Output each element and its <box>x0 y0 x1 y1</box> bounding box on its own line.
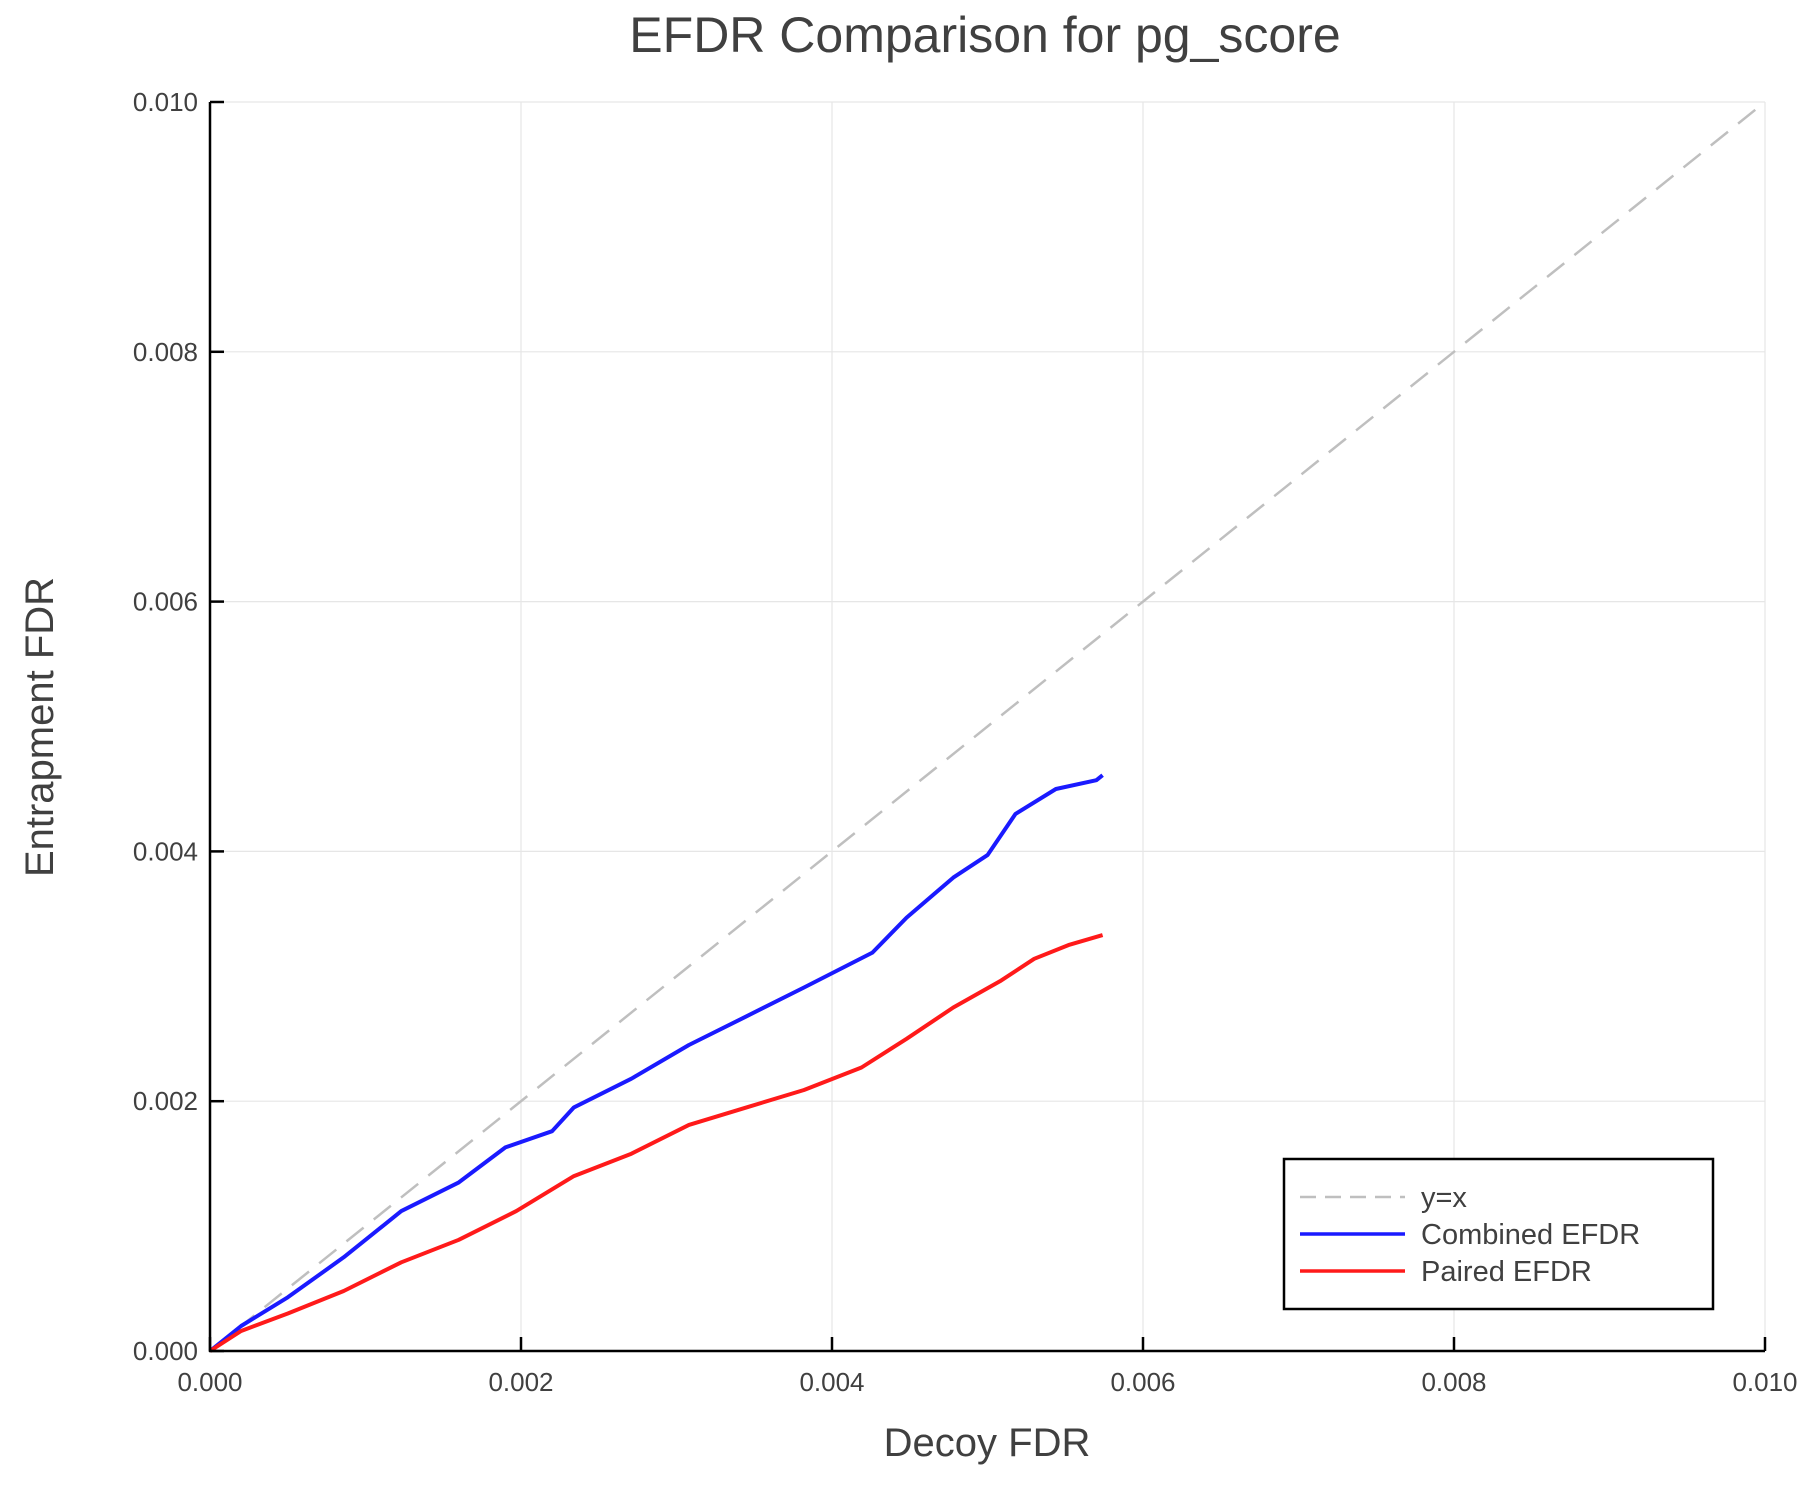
x-tick-label: 0.008 <box>1421 1367 1486 1397</box>
x-tick-label: 0.006 <box>1110 1367 1175 1397</box>
x-tick-label: 0.004 <box>799 1367 864 1397</box>
series-line-combined-efdr <box>208 773 1104 1353</box>
x-tick-label: 0.010 <box>1732 1367 1797 1397</box>
x-axis-label: Decoy FDR <box>884 1421 1091 1465</box>
x-tick-label: 0.002 <box>488 1367 553 1397</box>
legend-label-paired: Paired EFDR <box>1421 1256 1592 1288</box>
y-tick-label: 0.006 <box>133 587 198 617</box>
chart-title: EFDR Comparison for pg_score <box>629 7 1340 63</box>
y-axis-label: Entrapment FDR <box>18 577 62 877</box>
legend-label-combined: Combined EFDR <box>1421 1219 1640 1251</box>
series-line-y-x <box>209 101 1766 1352</box>
legend-label-yx: y=x <box>1421 1182 1467 1214</box>
series-line-paired-efdr <box>208 933 1104 1353</box>
x-tick-label: 0.000 <box>177 1367 242 1397</box>
y-tick-label: 0.008 <box>133 337 198 367</box>
y-tick-label: 0.004 <box>133 836 198 866</box>
y-tick-label: 0.002 <box>133 1086 198 1116</box>
y-tick-label: 0.000 <box>133 1336 198 1366</box>
y-tick-label: 0.010 <box>133 87 198 117</box>
axes: 0.000 0.002 0.004 0.006 0.008 0.010 0.000 0.002… <box>133 87 1798 1397</box>
legend: y=x Combined EFDR Paired EFDR <box>1282 1157 1715 1311</box>
series-group <box>208 101 1766 1353</box>
